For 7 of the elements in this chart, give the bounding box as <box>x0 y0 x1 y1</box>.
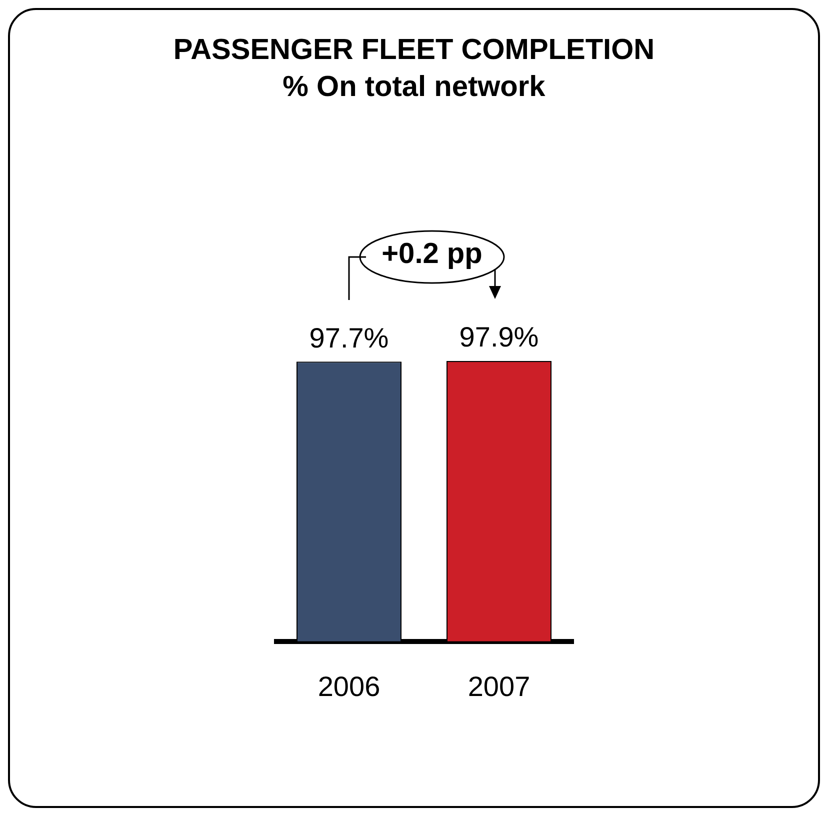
x-tick-label: 2006 <box>318 670 380 702</box>
text: +0.2 pp <box>380 238 484 271</box>
x-tick-label: 2007 <box>468 670 530 702</box>
data-label: 97.9% <box>459 322 539 353</box>
chart-title: PASSENGER FLEET COMPLETION <box>172 33 656 68</box>
data-label: 97.7% <box>309 322 389 354</box>
chart-subtitle: % On total network <box>282 70 546 105</box>
